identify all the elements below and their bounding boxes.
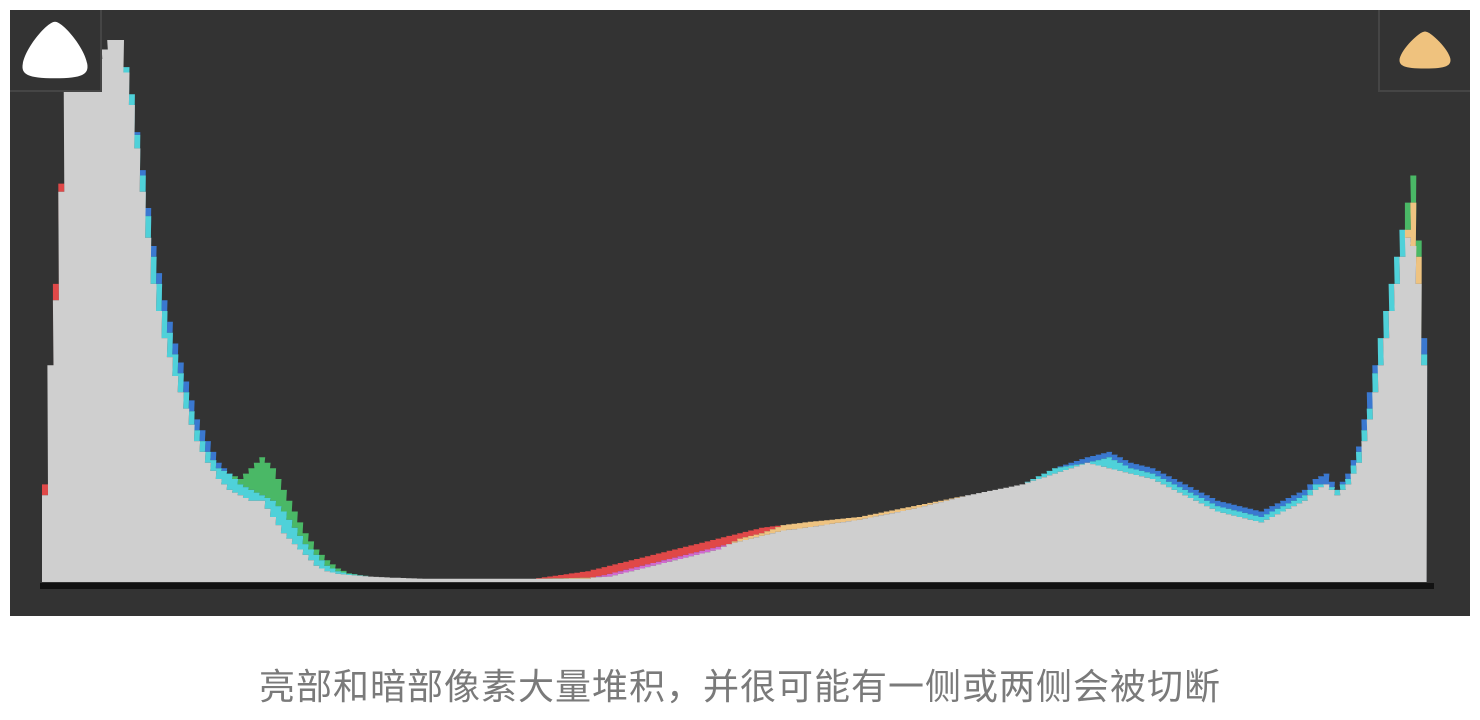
histogram-panel bbox=[10, 10, 1470, 616]
histogram-chart bbox=[40, 40, 1434, 589]
highlight-clipping-toggle[interactable] bbox=[1378, 10, 1470, 92]
highlight-clipping-warning-triangle-icon bbox=[1399, 31, 1451, 69]
shadow-clipping-toggle[interactable] bbox=[10, 10, 102, 92]
caption-text: 亮部和暗部像素大量堆积，并很可能有一侧或两侧会被切断 bbox=[258, 667, 1221, 708]
histogram-series-layer bbox=[42, 40, 1433, 583]
histogram-luminance-area bbox=[42, 40, 1433, 582]
histogram-channel-top-91 bbox=[42, 525, 1433, 582]
shadow-clipping-warning-triangle-icon bbox=[22, 21, 88, 79]
